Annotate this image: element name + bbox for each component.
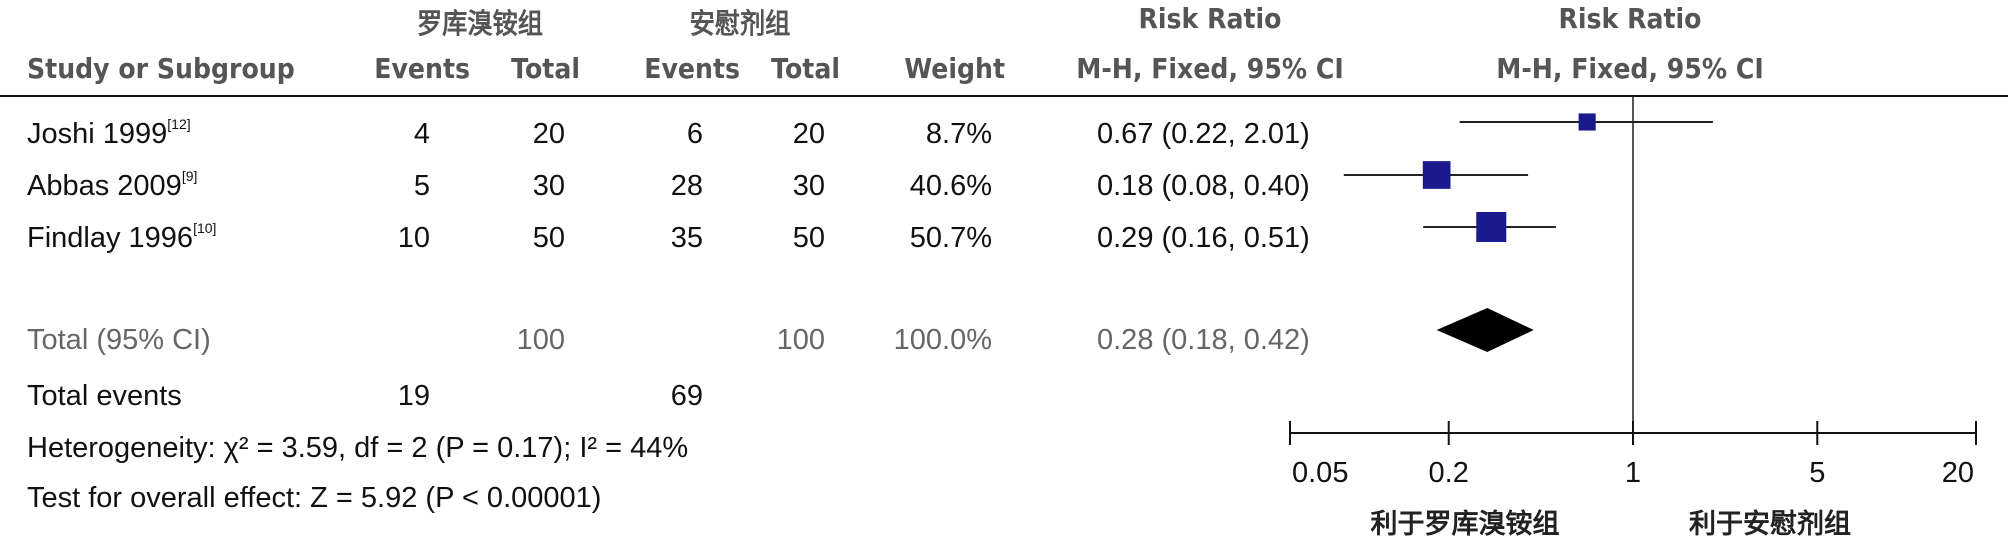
total-ci: 0.28 (0.18, 0.42) [1097,324,1310,356]
events2-cell: 35 [670,222,703,254]
events2-cell: 28 [670,170,703,202]
total2-cell: 30 [792,170,825,202]
x-tick-label: 5 [1809,457,1825,489]
group1-header: 罗库溴铵组 [416,7,543,40]
total-events-label: Total events [27,380,182,412]
heterogeneity-text: Heterogeneity: χ² = 3.59, df = 2 (P = 0.… [27,432,689,464]
study-marker [1476,212,1507,242]
events2-header: Events [644,52,740,85]
total-events2: 69 [670,380,703,412]
total-weight: 100.0% [893,324,992,356]
study-name: Findlay 1996[10] [27,220,217,254]
group2-header: 安慰剂组 [689,7,791,40]
events1-cell: 5 [413,170,430,202]
study-column-header: Study or Subgroup [27,52,295,85]
study-ref: [10] [193,220,217,236]
total1-sum: 100 [516,324,565,356]
events1-header: Events [374,52,470,85]
total1-cell: 30 [532,170,565,202]
total2-cell: 20 [792,118,825,150]
study-marker [1578,113,1596,131]
favours-left-label: 利于罗库溴铵组 [1370,509,1560,540]
total1-cell: 20 [532,118,565,150]
events2-cell: 6 [686,118,703,150]
study-marker [1422,161,1451,189]
ci-cell: 0.67 (0.22, 2.01) [1097,118,1310,150]
weight-cell: 50.7% [909,222,992,254]
overall-effect-text: Test for overall effect: Z = 5.92 (P < 0… [27,482,602,514]
study-ref: [9] [181,168,198,184]
events1-cell: 10 [397,222,430,254]
study-ref: [12] [167,116,191,132]
header-rule [0,95,2008,97]
pooled-diamond [1436,308,1534,352]
ci-cell: 0.18 (0.08, 0.40) [1097,170,1310,202]
total2-sum: 100 [776,324,825,356]
total1-cell: 50 [532,222,565,254]
method-plot-header: M-H, Fixed, 95% CI [1496,52,1764,85]
favours-right-label: 利于安慰剂组 [1689,509,1851,540]
events1-cell: 4 [413,118,430,150]
total2-cell: 50 [792,222,825,254]
rr-header: Risk Ratio [1138,2,1282,35]
x-tick-label: 0.2 [1429,457,1469,489]
ci-cell: 0.29 (0.16, 0.51) [1097,222,1310,254]
x-tick-label: 0.05 [1292,457,1348,489]
total-label: Total (95% CI) [27,324,211,356]
study-name: Joshi 1999[12] [27,116,191,150]
x-tick-label: 20 [1942,457,1974,489]
weight-cell: 40.6% [909,170,992,202]
rr-plot-header: Risk Ratio [1558,2,1702,35]
total2-header: Total [771,52,840,85]
x-tick-label: 1 [1625,457,1641,489]
total-events1: 19 [397,380,430,412]
method-header: M-H, Fixed, 95% CI [1076,52,1344,85]
total1-header: Total [511,52,580,85]
weight-header: Weight [904,52,1005,85]
study-name: Abbas 2009[9] [27,168,198,202]
weight-cell: 8.7% [925,118,992,150]
